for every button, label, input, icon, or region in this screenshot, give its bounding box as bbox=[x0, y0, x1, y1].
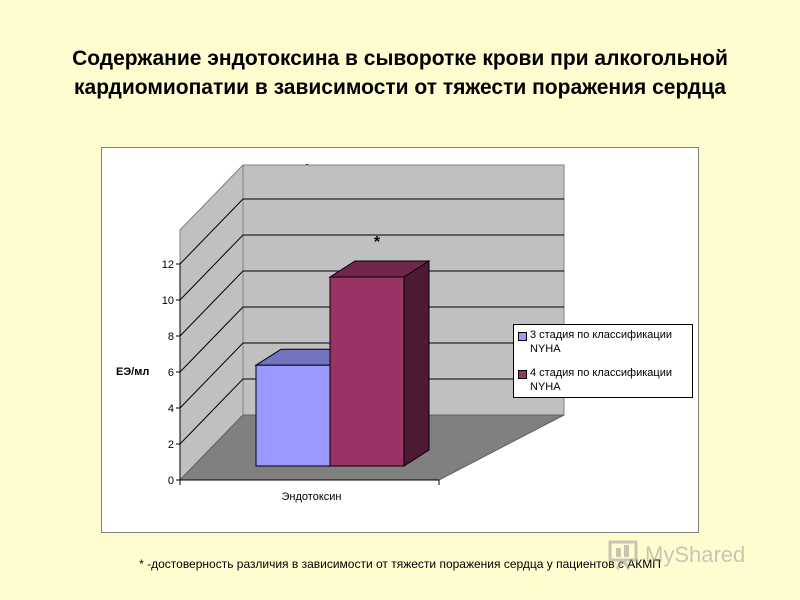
legend-label-stage-4: 4 стадия по классификации NYHA bbox=[530, 367, 672, 393]
bar-1 bbox=[329, 276, 405, 467]
bar-side-1 bbox=[403, 260, 430, 467]
legend-swatch-stage-4 bbox=[518, 370, 527, 379]
slide-title-line-2: кардиомиопатии в зависимости от тяжести … bbox=[74, 76, 726, 99]
chart-area: Алкогольная кардиомиопатия 024681012Эндо… bbox=[101, 147, 699, 533]
legend-swatch-stage-3 bbox=[518, 332, 527, 341]
presentation-icon bbox=[608, 540, 638, 570]
gridline-3 bbox=[179, 306, 564, 373]
slide-title-line-1: Содержание эндотоксина в сыворотке крови… bbox=[72, 47, 728, 70]
watermark-logo: MyShared bbox=[605, 540, 765, 574]
bar-0 bbox=[255, 364, 331, 467]
y-axis-label: ЕЭ/мл bbox=[116, 366, 150, 378]
y-tick-label-5: 10 bbox=[162, 295, 174, 307]
y-tick-label-2: 4 bbox=[168, 403, 174, 415]
y-tick-label-0: 0 bbox=[168, 475, 174, 487]
watermark-text: MyShared bbox=[645, 542, 746, 567]
footnote: * -достоверность различия в зависимости … bbox=[139, 557, 661, 571]
legend-label-stage-3: 3 стадия по классификации NYHA bbox=[530, 329, 672, 355]
gridline-6 bbox=[179, 198, 564, 265]
gridline-2 bbox=[179, 342, 564, 409]
y-tick-label-1: 2 bbox=[168, 439, 174, 451]
chart-plot: 0 2 4 6 8 10 12 Эндотоксин * bbox=[162, 163, 565, 503]
x-category-label-0: Эндотоксин bbox=[282, 491, 342, 503]
gridline-4 bbox=[179, 270, 564, 337]
significance-marker-0: * bbox=[374, 234, 381, 251]
slide-title: Содержание эндотоксина в сыворотке крови… bbox=[20, 44, 780, 102]
y-tick-label-6: 12 bbox=[162, 259, 174, 271]
chart-legend: 3 стадия по классификации NYHA 4 стадия … bbox=[513, 324, 693, 398]
gridline-5 bbox=[179, 234, 564, 301]
y-tick-label-4: 8 bbox=[168, 331, 174, 343]
gridline-1 bbox=[179, 378, 564, 445]
y-tick-label-3: 6 bbox=[168, 367, 174, 379]
